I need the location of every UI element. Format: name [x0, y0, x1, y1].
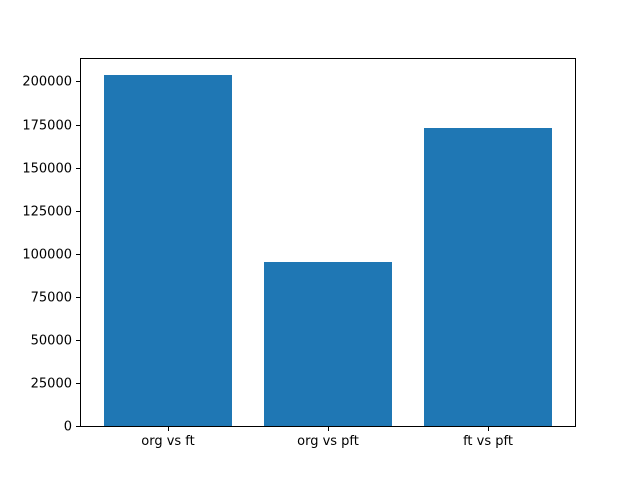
y-tick-mark — [76, 253, 80, 255]
y-tick-mark — [76, 339, 80, 341]
x-tick-mark — [168, 427, 169, 431]
y-tick-label: 100000 — [22, 247, 72, 263]
y-tick-label: 25000 — [30, 376, 72, 392]
y-tick-mark — [76, 124, 80, 126]
y-tick-mark — [76, 382, 80, 384]
x-tick-label: org vs pft — [297, 434, 359, 449]
y-tick-mark — [76, 167, 80, 169]
y-tick-mark — [76, 296, 80, 298]
x-tick-mark — [328, 427, 329, 431]
bar-org-vs-ft — [104, 74, 232, 426]
y-tick-label: 175000 — [22, 118, 72, 134]
x-tick-label: org vs ft — [141, 434, 195, 449]
y-tick-label: 200000 — [22, 74, 72, 90]
y-tick-label: 150000 — [22, 161, 72, 177]
plot-area — [80, 58, 576, 427]
y-tick-mark — [76, 210, 80, 212]
y-tick-label: 125000 — [22, 204, 72, 220]
y-tick-label: 50000 — [30, 333, 72, 349]
y-tick-mark — [76, 81, 80, 83]
x-tick-label: ft vs pft — [463, 434, 513, 449]
bar-org-vs-pft — [264, 262, 392, 426]
y-tick-label: 0 — [63, 419, 72, 435]
y-tick-mark — [76, 426, 80, 427]
x-tick-mark — [488, 427, 489, 431]
y-tick-label: 75000 — [30, 290, 72, 306]
bar-ft-vs-pft — [424, 127, 552, 426]
